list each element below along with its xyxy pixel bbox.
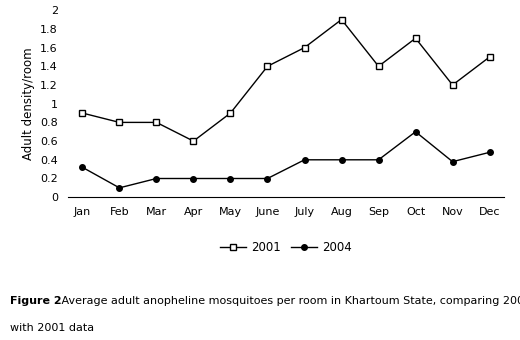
2004 xyxy=(302,158,308,162)
2004 xyxy=(153,176,160,181)
2004 xyxy=(264,176,270,181)
Line: 2004: 2004 xyxy=(80,129,492,191)
2001 xyxy=(449,83,456,87)
2004 xyxy=(412,130,419,134)
2001 xyxy=(116,120,123,124)
2004 xyxy=(449,160,456,164)
Legend: 2001, 2004: 2001, 2004 xyxy=(215,237,357,259)
2001 xyxy=(487,55,493,59)
2001 xyxy=(190,139,197,143)
2004 xyxy=(116,186,123,190)
2004 xyxy=(487,150,493,154)
2001 xyxy=(227,111,233,115)
2001 xyxy=(153,120,160,124)
Line: 2001: 2001 xyxy=(79,16,493,144)
2004 xyxy=(79,165,85,169)
2004 xyxy=(227,176,233,181)
2001 xyxy=(412,36,419,40)
Text: Average adult anopheline mosquitoes per room in Khartoum State, comparing 2004: Average adult anopheline mosquitoes per … xyxy=(58,296,520,306)
2004 xyxy=(339,158,345,162)
2001 xyxy=(375,64,382,68)
2001 xyxy=(264,64,270,68)
2001 xyxy=(302,46,308,50)
Y-axis label: Adult density/room: Adult density/room xyxy=(21,47,34,160)
2004 xyxy=(375,158,382,162)
2004 xyxy=(190,176,197,181)
Text: with 2001 data: with 2001 data xyxy=(10,323,95,333)
2001 xyxy=(339,17,345,22)
2001 xyxy=(79,111,85,115)
Text: Figure 2: Figure 2 xyxy=(10,296,62,306)
